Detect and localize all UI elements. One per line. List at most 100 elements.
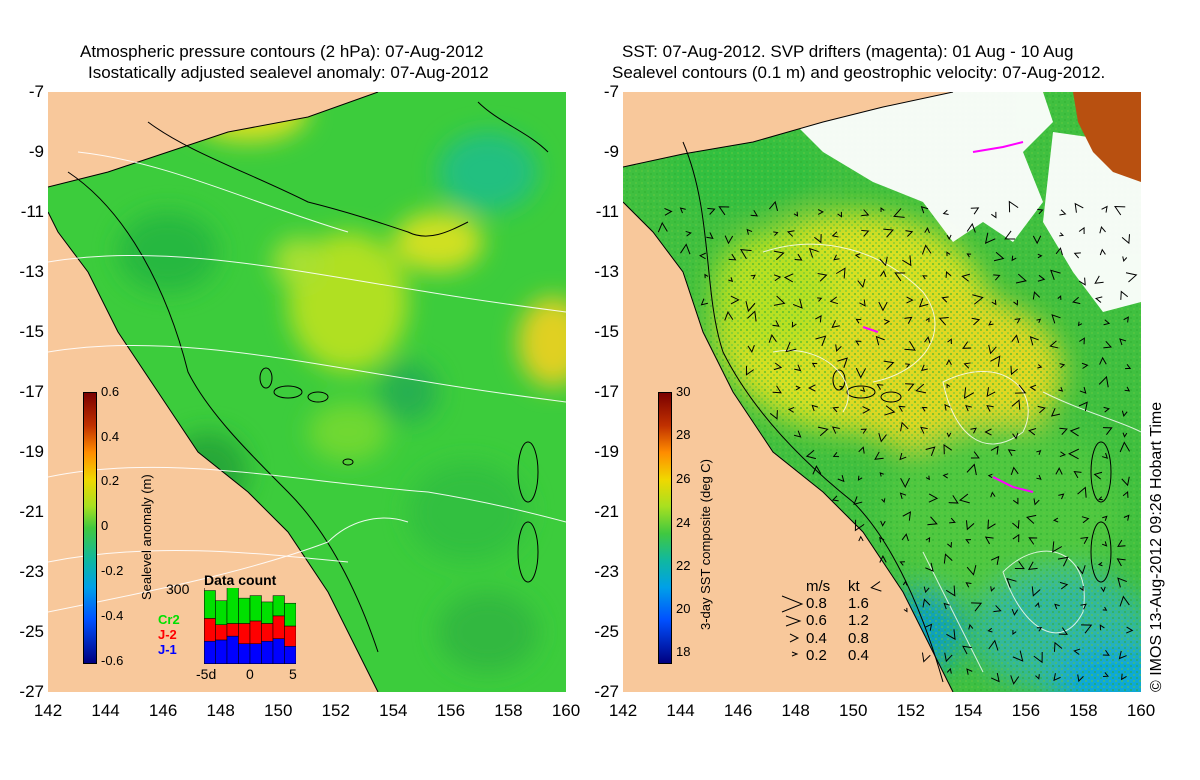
left-cbar-tick-6: -0.6 — [101, 653, 124, 668]
velocity-arrow — [1122, 491, 1129, 498]
velocity-arrow — [1102, 649, 1110, 656]
velocity-arrow — [680, 243, 691, 255]
velocity-arrow — [795, 385, 801, 391]
velocity-arrow — [1103, 406, 1110, 413]
velocity-arrow — [921, 652, 931, 663]
data-count-bar-cr2 — [238, 597, 251, 624]
velocity-arrow — [786, 230, 795, 237]
velocity-arrow — [925, 623, 933, 631]
velocity-arrow — [1014, 560, 1025, 570]
velocity-arrow — [990, 586, 996, 592]
velocity-arrow — [1058, 493, 1065, 500]
velocity-arrow — [1010, 466, 1019, 475]
velocity-arrow — [991, 299, 997, 306]
velocity-arrow — [1012, 650, 1024, 662]
velocity-arrow — [773, 362, 783, 371]
velocity-arrow — [946, 667, 952, 674]
velocity-arrow — [993, 251, 1005, 262]
velocity-arrow — [875, 335, 885, 346]
right-map-svg — [623, 92, 1141, 692]
data-count-bar-j-2 — [215, 624, 228, 641]
velocity-arrow — [905, 383, 915, 392]
velocity-arrow — [1079, 386, 1087, 394]
data-count-bar-cr2 — [226, 588, 239, 624]
data-count-bar-cr2 — [215, 600, 228, 625]
velocity-arrow — [1033, 651, 1043, 664]
right-cbar-tick-6: 18 — [676, 644, 691, 659]
velocity-arrow — [750, 209, 759, 217]
left-x-tick-label: 156 — [436, 701, 466, 720]
velocity-arrow — [946, 629, 956, 641]
velocity-arrow — [1036, 627, 1043, 632]
velocity-arrow — [835, 267, 846, 279]
velocity-arrow — [898, 405, 906, 412]
velocity-arrow — [858, 446, 865, 454]
velocity-arrow — [946, 358, 952, 366]
velocity-arrow — [1036, 474, 1042, 480]
velocity-arrow — [835, 344, 842, 352]
velocity-arrow — [880, 207, 885, 213]
velocity-arrow — [958, 493, 970, 504]
velocity-arrow — [794, 364, 802, 372]
velocity-arrow — [987, 627, 993, 633]
data-count-bar-cr2 — [204, 590, 216, 619]
velocity-arrow — [679, 207, 686, 214]
velocity-arrow — [1008, 200, 1019, 213]
velocity-arrow — [1028, 428, 1037, 436]
velocity-arrow — [831, 320, 840, 328]
velocity-arrow — [1032, 291, 1041, 300]
data-count-bar-j-2 — [284, 625, 296, 647]
left-y-tick-label: -11 — [20, 202, 44, 221]
velocity-arrow — [884, 405, 896, 416]
left-title-line1: Atmospheric pressure contours (2 hPa): 0… — [80, 42, 484, 61]
velocity-arrow — [1015, 273, 1027, 284]
velocity-arrow — [707, 207, 716, 215]
velocity-arrow — [1050, 408, 1061, 417]
velocity-arrow — [894, 272, 906, 282]
velocity-arrow — [1122, 256, 1128, 262]
left-x-tick-label: 152 — [321, 701, 350, 720]
velocity-arrow — [971, 602, 983, 612]
velocity-arrow — [1012, 533, 1020, 543]
vel-legend-ms-3: 0.2 — [806, 647, 827, 664]
velocity-arrow — [943, 602, 951, 610]
velocity-arrow — [1073, 648, 1081, 655]
velocity-arrow — [1074, 202, 1084, 213]
velocity-arrow — [837, 211, 842, 218]
velocity-arrow — [855, 340, 862, 346]
velocity-arrow — [1078, 401, 1088, 412]
velocity-arrow — [831, 231, 839, 238]
right-x-tick-label: 146 — [723, 701, 753, 720]
right-y-tick-label: -19 — [594, 442, 619, 461]
velocity-arrow — [1098, 375, 1109, 388]
velocity-arrow — [941, 296, 949, 303]
velocity-arrow — [793, 430, 802, 438]
velocity-arrow — [1099, 356, 1107, 365]
velocity-arrow — [704, 273, 709, 279]
right-x-tick-label: 154 — [954, 701, 983, 720]
velocity-arrow — [990, 555, 1000, 565]
velocity-arrow — [1036, 450, 1042, 455]
velocity-arrow — [1010, 675, 1020, 685]
velocity-arrow — [925, 562, 934, 572]
velocity-arrow — [922, 598, 931, 608]
velocity-arrow — [902, 580, 908, 586]
velocity-arrow — [1117, 577, 1127, 588]
data-count-max: 300 — [166, 581, 190, 597]
velocity-arrow — [1015, 384, 1027, 394]
velocity-arrow — [794, 253, 803, 261]
velocity-arrow — [831, 426, 840, 434]
velocity-arrow — [815, 335, 827, 347]
right-colorbar — [658, 392, 672, 664]
data-count-bar-cr2 — [272, 595, 285, 617]
velocity-arrow — [965, 539, 971, 544]
data-count-xtick-2: 5 — [289, 666, 297, 682]
velocity-arrow — [901, 533, 909, 542]
velocity-arrow — [747, 310, 757, 322]
velocity-arrow — [971, 317, 981, 326]
velocity-arrow — [718, 206, 730, 216]
velocity-arrow — [922, 275, 928, 280]
velocity-arrow — [1077, 321, 1083, 327]
velocity-arrow — [657, 221, 668, 233]
velocity-arrow — [1125, 364, 1132, 370]
